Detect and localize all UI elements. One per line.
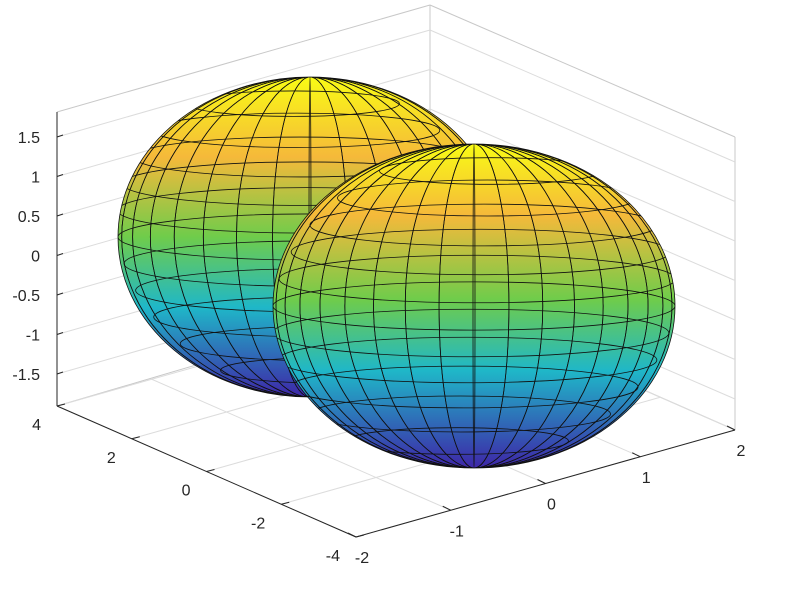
- z-tick: [56, 134, 64, 138]
- z-tick: [56, 174, 64, 177]
- y-tick: [355, 534, 365, 538]
- z-tick: [56, 371, 64, 375]
- z-tick: [56, 213, 64, 217]
- z-grid-line: [56, 29, 431, 138]
- z-tick-label: -1.5: [12, 367, 40, 384]
- mesh-longitude: [373, 144, 575, 468]
- z-tick-label: 1.5: [18, 130, 40, 147]
- z-grid-line: [429, 29, 736, 163]
- x-tick-label: -1: [450, 523, 464, 540]
- mesh-longitude: [284, 144, 664, 468]
- x-tick-label: -2: [355, 550, 369, 567]
- mesh-longitude: [299, 144, 649, 468]
- y-tick-label: 4: [32, 417, 41, 434]
- y-tick-label: -4: [326, 548, 340, 565]
- z-tick-label: 1: [31, 170, 40, 187]
- x-tick-label: 1: [642, 470, 651, 487]
- y-tick: [281, 501, 290, 505]
- x-tick: [347, 532, 357, 538]
- axis-ticks: [56, 134, 736, 538]
- x-tick-label: 0: [547, 497, 556, 514]
- z-grid-line: [429, 69, 736, 202]
- z-tick: [56, 292, 64, 296]
- x-tick: [632, 452, 641, 458]
- z-tick-labels: -1.5 -1 -0.5 0 0.5 1 1.5: [12, 130, 40, 384]
- x-tick-label: 2: [737, 443, 746, 460]
- y-tick: [131, 436, 140, 440]
- axes: [56, 112, 736, 538]
- mesh-latitude: [273, 281, 675, 331]
- x-tick: [537, 479, 546, 484]
- z-tick: [56, 253, 64, 256]
- mesh-longitude: [438, 144, 510, 468]
- mesh-longitude: [275, 144, 673, 468]
- z-tick-label: 0.5: [18, 209, 40, 226]
- y-tick-label: 0: [182, 483, 191, 500]
- mesh-longitude: [344, 144, 604, 468]
- y-tick: [56, 403, 66, 407]
- x-grid-line: [151, 378, 451, 511]
- z-tick-label: 0: [31, 249, 40, 266]
- z-tick-label: -0.5: [12, 288, 40, 305]
- y-tick-labels: -4 -2 0 2 4: [32, 417, 340, 565]
- y-tick: [206, 469, 215, 472]
- x-tick: [726, 425, 736, 431]
- surface-lobe-front: [272, 143, 676, 469]
- x-tick: [442, 505, 451, 511]
- z-tick: [56, 332, 64, 335]
- z-tick-label: -1: [26, 328, 40, 345]
- mesh-longitude: [319, 144, 629, 468]
- x-tick-labels: -2 -1 0 1 2: [355, 443, 746, 567]
- mesh-longitude: [404, 144, 544, 468]
- mesh-longitude: [472, 144, 476, 468]
- y-tick-label: 2: [107, 450, 116, 467]
- y-tick-label: -2: [251, 515, 265, 532]
- surface-mesh-front: [273, 144, 675, 468]
